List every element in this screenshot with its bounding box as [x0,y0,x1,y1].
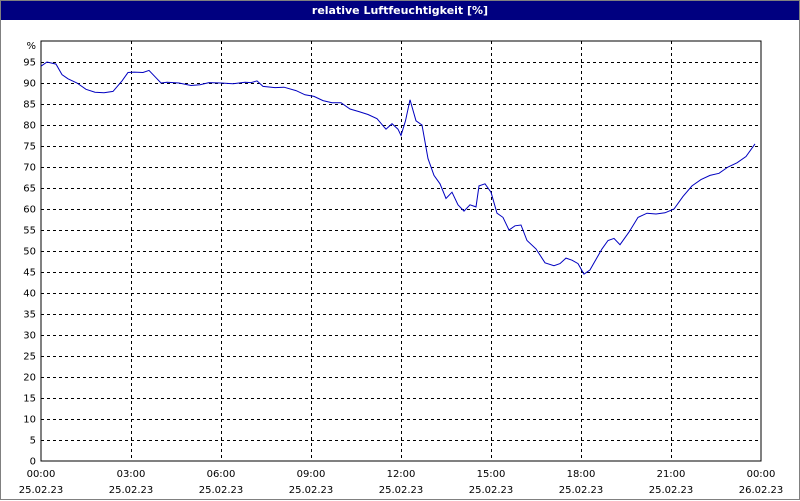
x-tick-date: 25.02.23 [19,485,64,496]
x-tick-time: 15:00 [477,469,506,480]
y-tick-label: 40 [23,289,36,300]
x-tick-time: 18:00 [567,469,596,480]
x-tick-time: 03:00 [117,469,146,480]
y-tick-label: 60 [23,205,36,216]
x-tick-date: 26.02.23 [739,485,784,496]
y-tick-label: 70 [23,163,36,174]
x-tick-date: 25.02.23 [109,485,154,496]
y-tick-label: 90 [23,79,36,90]
x-tick-date: 25.02.23 [649,485,694,496]
y-tick-label: 95 [23,58,36,69]
x-tick-date: 25.02.23 [289,485,334,496]
humidity-series-line [40,61,756,275]
y-tick-label: 20 [23,373,36,384]
y-tick-label: 0 [30,457,36,468]
x-tick-date: 25.02.23 [199,485,244,496]
y-tick-label: 80 [23,121,36,132]
y-tick-label: 15 [23,394,36,405]
y-unit-label: % [26,41,36,52]
x-tick-time: 21:00 [657,469,686,480]
y-tick-label: 30 [23,331,36,342]
x-tick-date: 25.02.23 [469,485,514,496]
y-tick-label: 55 [23,226,36,237]
chart-title: relative Luftfeuchtigkeit [%] [1,1,799,20]
y-tick-label: 25 [23,352,36,363]
y-tick-label: 45 [23,268,36,279]
x-tick-time: 00:00 [747,469,776,480]
x-tick-time: 00:00 [27,469,56,480]
y-tick-label: 50 [23,247,36,258]
y-tick-label: 65 [23,184,36,195]
x-tick-date: 25.02.23 [379,485,424,496]
y-tick-label: 10 [23,415,36,426]
y-tick-label: 5 [30,436,36,447]
y-tick-label: 75 [23,142,36,153]
y-tick-label: 85 [23,100,36,111]
x-tick-time: 12:00 [387,469,416,480]
y-tick-label: 35 [23,310,36,321]
x-tick-date: 25.02.23 [559,485,604,496]
x-tick-time: 06:00 [207,469,236,480]
x-tick-time: 09:00 [297,469,326,480]
